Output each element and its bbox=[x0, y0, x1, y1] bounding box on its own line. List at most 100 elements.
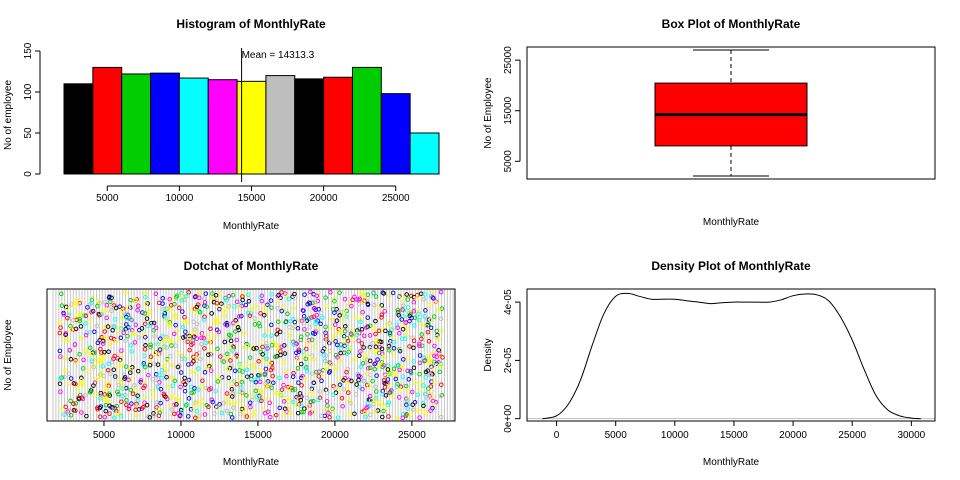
dotchart-point bbox=[411, 365, 417, 371]
dotchart-point bbox=[302, 376, 307, 382]
dotchart-point bbox=[119, 399, 124, 404]
dotchart-point bbox=[342, 296, 348, 302]
dotchart-point bbox=[292, 295, 298, 301]
dotchart-point bbox=[433, 399, 439, 405]
dotchart-point bbox=[240, 291, 246, 297]
dotchart-point bbox=[296, 347, 302, 353]
dotchart-point bbox=[350, 297, 355, 303]
dotchart-point bbox=[291, 399, 296, 405]
dotchart-point bbox=[299, 383, 304, 388]
dotchart-point bbox=[332, 332, 338, 338]
dotchart-point bbox=[151, 413, 157, 418]
dotchart-point bbox=[362, 410, 368, 416]
dotchart-point bbox=[313, 307, 318, 312]
dotchart-point bbox=[247, 355, 253, 360]
dotchart-point bbox=[269, 360, 275, 366]
histogram-bar bbox=[380, 93, 411, 175]
dotchart-point bbox=[129, 349, 134, 354]
dotchart-point bbox=[89, 359, 95, 365]
dotchart-point bbox=[89, 309, 94, 315]
dotchart-point bbox=[353, 315, 358, 320]
dotchart-point bbox=[239, 385, 244, 390]
dotchart-point bbox=[425, 329, 431, 335]
dotchart-point bbox=[63, 404, 68, 410]
dotchart-point bbox=[391, 339, 397, 345]
dotchart-point bbox=[336, 310, 342, 316]
dotchart-point bbox=[192, 401, 198, 407]
dotchart-point bbox=[318, 321, 323, 327]
dotchart-point bbox=[307, 301, 313, 306]
dotchart-point bbox=[327, 348, 333, 354]
dotchart-point bbox=[360, 299, 366, 304]
dotchart-point bbox=[276, 319, 281, 325]
dotchart-point bbox=[262, 410, 268, 416]
dotchart-point bbox=[191, 319, 196, 325]
dotchart-point bbox=[379, 315, 384, 320]
dotchart-point bbox=[349, 303, 354, 309]
dotchart-point bbox=[427, 391, 432, 396]
dotchart-point bbox=[292, 387, 298, 392]
dotchart-point bbox=[119, 308, 125, 313]
dotchart-point bbox=[253, 379, 259, 385]
dotchart-point bbox=[247, 400, 253, 406]
dotchart-point bbox=[394, 363, 400, 369]
dotchart-point bbox=[328, 361, 334, 367]
dotchart-point bbox=[342, 329, 348, 334]
dotchart-point bbox=[404, 292, 409, 297]
dotchart-point bbox=[366, 365, 371, 371]
dotchart-point bbox=[119, 348, 124, 353]
density-axes: 0 5000 10000 15000 20000 25000 30000 0e+00 2e-05… bbox=[503, 289, 926, 441]
dotchart-point bbox=[329, 317, 334, 322]
dotchart-point bbox=[58, 389, 63, 394]
dotchart-point bbox=[417, 343, 422, 349]
dotchart-point bbox=[186, 414, 191, 419]
dotchart-point bbox=[280, 304, 286, 310]
dotchart-point bbox=[68, 376, 74, 381]
dotchart-point bbox=[371, 401, 376, 407]
dotchart-point bbox=[169, 407, 175, 412]
dotchart-point bbox=[299, 403, 304, 409]
dotchart-point bbox=[66, 412, 71, 418]
dotchart-point bbox=[197, 295, 202, 301]
dotchart-point bbox=[318, 413, 324, 419]
dotchart-point bbox=[259, 389, 264, 395]
dotchart-point bbox=[162, 336, 168, 342]
dotchart-point bbox=[198, 356, 203, 362]
dotchart-point bbox=[149, 388, 155, 393]
dotchart-point bbox=[301, 320, 307, 325]
dotchart-point bbox=[183, 403, 189, 408]
dotchart-point bbox=[142, 395, 148, 400]
dotchart-point bbox=[337, 290, 342, 295]
dotchart-point bbox=[339, 395, 345, 401]
dotchart-point bbox=[238, 411, 243, 417]
dotchart-point bbox=[403, 413, 409, 419]
dotchart-point bbox=[103, 408, 108, 414]
dotchart-point bbox=[383, 373, 388, 378]
dotchart-point bbox=[251, 346, 256, 351]
dotchart-point bbox=[344, 369, 349, 375]
dotchart-point bbox=[381, 408, 386, 414]
dotchart-point bbox=[205, 366, 210, 371]
dotchart-point bbox=[201, 336, 207, 341]
dotchart-point bbox=[252, 316, 257, 321]
dotchart-point bbox=[333, 339, 338, 344]
dotchart-point bbox=[175, 364, 181, 370]
dotchart-point bbox=[212, 333, 218, 338]
dotchart-point bbox=[228, 381, 234, 386]
dotchart-point bbox=[315, 298, 321, 304]
dotchart-point bbox=[275, 391, 280, 397]
dotchart-point bbox=[379, 303, 385, 308]
dotchart-point bbox=[410, 407, 416, 412]
dotchart-point bbox=[155, 384, 161, 390]
dotchart-point bbox=[263, 350, 269, 355]
dotchart-point bbox=[423, 369, 429, 375]
dotchart-point bbox=[62, 412, 67, 417]
dotchart-point bbox=[263, 356, 269, 362]
dotchart-point bbox=[175, 398, 180, 403]
dotchart-point bbox=[106, 349, 111, 354]
dotchart-x-tick-label: 15000 bbox=[244, 430, 272, 441]
dotchart-point bbox=[358, 374, 363, 380]
dotchart-point bbox=[217, 306, 222, 312]
dotchart-point bbox=[188, 407, 194, 412]
dotchart-point bbox=[383, 328, 388, 334]
